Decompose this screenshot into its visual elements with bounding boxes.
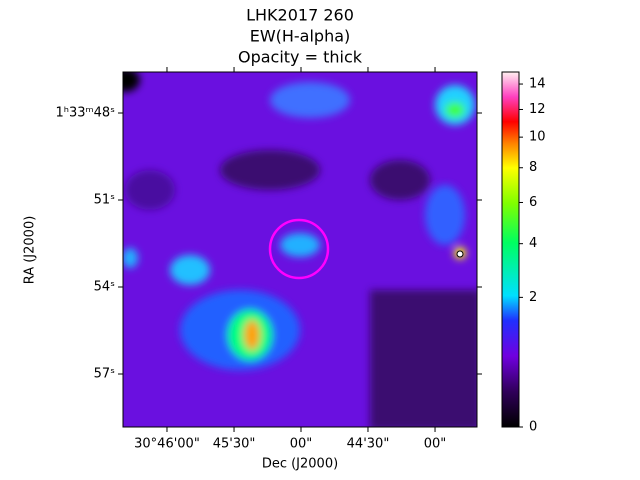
y-tick-label: 57ˢ [94, 366, 116, 381]
x-tick-label: 00" [290, 437, 313, 452]
y-tick-label: 54ˢ [94, 279, 116, 294]
colorbar-tick-label: 14 [529, 77, 546, 92]
title-line: LHK2017 260 [246, 6, 354, 25]
colorbar-tick-label: 6 [529, 195, 537, 210]
colorbar-tick-label: 2 [529, 290, 537, 305]
x-axis-label: Dec (J2000) [262, 457, 338, 472]
x-tick-label: 45'30" [213, 437, 256, 452]
colorbar-tick-label: 0 [529, 420, 537, 435]
y-tick-label: 51ˢ [94, 192, 116, 207]
ticks: 30°46'00" 45'30" 00" 44'30" 00" 1ʰ33ᵐ48ˢ 51ˢ 54… [55, 67, 546, 452]
axes-frame [122, 71, 478, 428]
colorbar-tick-label: 8 [529, 160, 537, 175]
x-tick-label: 30°46'00" [134, 437, 200, 452]
image [123, 72, 477, 427]
x-tick-label: 44'30" [347, 437, 390, 452]
x-tick-label: 00" [424, 437, 447, 452]
y-axis-label: RA (J2000) [23, 216, 38, 285]
y-tick-label: 1ʰ33ᵐ48ˢ [55, 106, 115, 121]
colorbar-tick-label: 4 [529, 236, 537, 251]
title-line: EW(H-alpha) [250, 27, 351, 46]
colorbar-tick-label: 10 [529, 130, 546, 145]
colorbar [501, 71, 520, 428]
title-line: Opacity = thick [238, 48, 363, 67]
colorbar-tick-label: 12 [529, 102, 546, 117]
